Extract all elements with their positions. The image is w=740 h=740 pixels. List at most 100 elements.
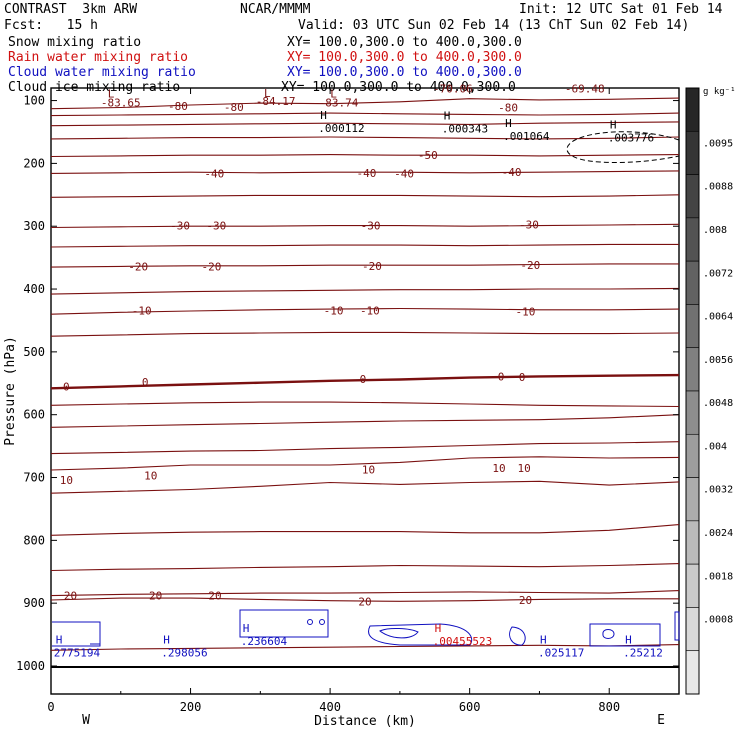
colorbar-tick-label: .0088	[703, 182, 733, 193]
colorbar-swatch	[685, 650, 700, 695]
y-tick-label: 600	[23, 408, 45, 422]
x-tick-label: 200	[180, 700, 202, 714]
colorbar: .0095 .0088 .008 .0072 .0064 .0056 .0048 .004 .0…	[685, 87, 736, 695]
temperature-label: -30	[206, 220, 226, 233]
colorbar-tick-label: .0064	[703, 312, 733, 323]
temperature-label: 0	[63, 380, 70, 393]
colorbar-tick-label: .0032	[703, 485, 733, 496]
colorbar-swatch	[685, 217, 700, 262]
temperature-label: -10	[324, 304, 344, 317]
colorbar-frame	[685, 87, 700, 695]
y-tick-label: 500	[23, 345, 45, 359]
colorbar-unit: g kg⁻¹	[703, 87, 736, 97]
cloud-ice-contour	[566, 131, 680, 164]
temperature-label: 10	[362, 463, 375, 476]
legend-cloud-water: Cloud water mixing ratio	[8, 65, 196, 80]
maximum-h-mark: H	[435, 622, 442, 635]
colorbar-swatch	[685, 563, 700, 608]
model-center: NCAR/MMMM	[240, 2, 311, 17]
temperature-label: -80	[498, 101, 518, 114]
maximum-h-mark: H	[444, 109, 451, 122]
maximum-label: .001064	[503, 130, 550, 143]
temperature-contour	[50, 136, 680, 140]
temperature-label: -30	[170, 220, 190, 233]
x-tick-label: 400	[319, 700, 341, 714]
y-tick-label: 700	[23, 471, 45, 485]
plot-frame	[50, 87, 680, 695]
axes: 0 200 400 600 800100200300400500600700800900…	[3, 88, 679, 729]
maximum-h-mark: H	[610, 118, 617, 131]
temperature-contour	[50, 563, 680, 572]
temperature-label: -20	[202, 260, 222, 273]
x-tick-label: 0	[47, 700, 54, 714]
maximum-h-mark: H	[505, 117, 512, 130]
temperature-contour	[50, 223, 680, 229]
y-tick-label: 900	[23, 596, 45, 610]
temperature-label: -50	[418, 149, 438, 162]
colorbar-tick-label: .0095	[703, 138, 733, 149]
temperature-label: -80	[224, 101, 244, 114]
legend-cloud-water-xy: XY= 100.0,300.0 to 400.0,300.0	[287, 65, 522, 80]
x-axis-label: Distance (km)	[314, 714, 416, 729]
plot-title: CONTRAST 3km ARW	[4, 2, 138, 17]
temperature-contour	[50, 414, 680, 428]
y-tick-label: 800	[23, 533, 45, 547]
temperature-contour	[50, 194, 680, 198]
colorbar-swatch	[685, 130, 700, 175]
colorbar-tick-label: .0048	[703, 398, 733, 409]
temperature-label: -20	[362, 260, 382, 273]
temperature-label: 10	[492, 462, 505, 475]
temperature-contour	[50, 243, 679, 248]
temperature-contour	[50, 524, 680, 536]
y-axis-label: Pressure (hPa)	[3, 336, 18, 446]
cloud-water-contour	[589, 623, 661, 647]
maximum-label: .000112	[318, 122, 364, 135]
y-tick-label: 200	[23, 156, 45, 170]
plot-area: -83.65 -80 -80 -84.17 -83.74 -70.06 -80 -69.48 -…	[50, 83, 680, 695]
maximum-label: .00455523	[433, 635, 493, 648]
temperature-label: 20	[358, 595, 371, 608]
maximum-label: .003776	[608, 131, 654, 144]
temperature-label: -83.65	[101, 96, 141, 109]
temperature-label: 0	[360, 373, 367, 386]
legend-rain-xy: XY= 100.0,300.0 to 400.0,300.0	[287, 50, 522, 65]
legend-snow: Snow mixing ratio	[8, 35, 142, 50]
temperature-label: -80	[168, 100, 188, 113]
colorbar-swatch	[685, 607, 700, 652]
maximum-label: 2775194	[54, 646, 101, 659]
cloud-water-contour	[307, 619, 313, 625]
temperature-contour	[50, 590, 680, 597]
colorbar-tick-label: .0024	[703, 528, 733, 539]
maximum-h-mark: H	[243, 622, 250, 635]
colorbar-swatch	[685, 433, 700, 478]
temperature-contour	[50, 597, 679, 602]
temperature-contour	[50, 307, 680, 315]
temperature-label: -10	[132, 304, 152, 317]
temperature-contour	[50, 480, 680, 494]
temperature-label: -84.17	[256, 95, 296, 108]
cloud-water-contour	[239, 609, 329, 638]
y-tick-label: 100	[23, 94, 45, 108]
cloud-water-contour	[602, 629, 615, 639]
colorbar-swatch	[685, 174, 700, 219]
colorbar-swatch	[685, 347, 700, 392]
maximum-h-mark: H	[56, 633, 63, 646]
temperature-contour	[50, 401, 680, 408]
maximum-h-mark: H	[540, 633, 547, 646]
temperature-label: 0	[519, 371, 526, 384]
temperature-label: 0	[142, 376, 149, 389]
init-time: Init: 12 UTC Sat 01 Feb 14	[519, 2, 723, 17]
colorbar-tick-label: .0008	[703, 615, 733, 626]
temperature-contour	[50, 170, 680, 174]
maximum-h-mark: H	[625, 633, 632, 646]
temperature-label: 10	[517, 462, 530, 475]
temperature-label: -70.06	[433, 83, 473, 96]
colorbar-tick-label: .008	[703, 225, 727, 236]
temperature-label: -20	[520, 259, 540, 272]
legend-snow-xy: XY= 100.0,300.0 to 400.0,300.0	[287, 35, 522, 50]
temperature-label: -30	[361, 220, 381, 233]
y-tick-label: 400	[23, 282, 45, 296]
temperature-label: 20	[149, 590, 162, 603]
maximum-label: .25212	[623, 646, 663, 659]
temperature-contour	[50, 456, 680, 471]
